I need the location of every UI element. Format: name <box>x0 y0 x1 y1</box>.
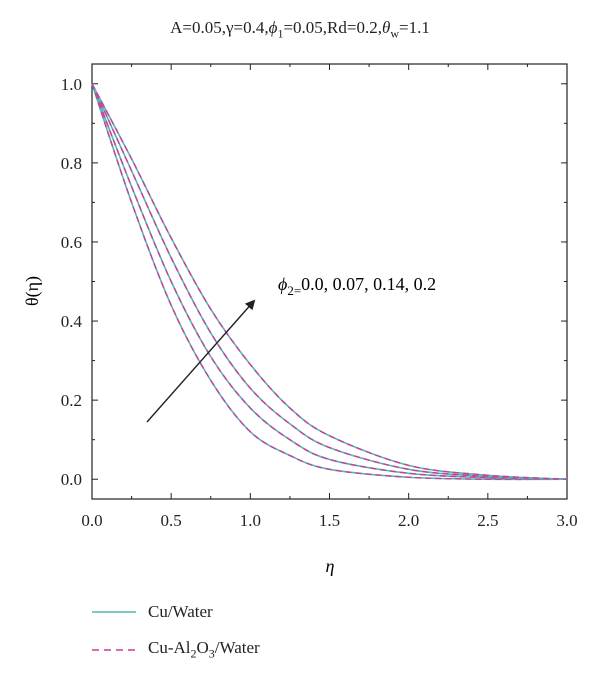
y-tick-label: 0.4 <box>61 312 83 331</box>
title-suffix: =1.1 <box>398 18 430 37</box>
phi2-annotation: ϕ2=0.0, 0.07, 0.14, 0.2 <box>278 274 436 298</box>
x-tick-label: 0.0 <box>81 511 102 530</box>
legend-o: O <box>196 638 209 658</box>
title-prefix: A=0.05,γ=0.4, <box>170 18 269 37</box>
title-middle: =0.05,Rd=0.2, <box>283 18 382 37</box>
annotation-part: 0.0, 0.07, 0.14, 0.2 <box>301 274 436 294</box>
y-tick-label: 1.0 <box>61 75 82 94</box>
x-tick-label: 1.5 <box>319 511 340 530</box>
x-tick-label: 3.0 <box>556 511 577 530</box>
legend-label-cu-water: Cu/Water <box>148 602 213 621</box>
y-axis-label: θ(η) <box>22 276 43 306</box>
annotation-part: ϕ <box>278 274 287 294</box>
trend-arrow <box>146 299 256 423</box>
legend-item-cu-al2o3-water: Cu-Al2O3/Water <box>92 636 260 664</box>
series-group <box>91 83 568 481</box>
arrow-line <box>146 299 256 423</box>
legend-swatch-solid <box>92 611 136 613</box>
legend-label-main: Cu-Al <box>148 638 191 658</box>
annotation-part: 2= <box>287 283 301 298</box>
title-phi-sub: 1 <box>277 26 284 41</box>
y-tick-label: 0.8 <box>61 154 82 173</box>
y-tick-label: 0.2 <box>61 391 82 410</box>
title-theta: θ <box>381 18 391 37</box>
legend-sub-2: 2 <box>190 646 197 661</box>
legend-water: /Water <box>214 638 260 658</box>
y-tick-label: 0.6 <box>61 233 82 252</box>
legend-sub-3: 3 <box>208 646 215 661</box>
y-tick-label: 0.0 <box>61 470 82 489</box>
series-line-dashed-1 <box>91 83 568 480</box>
series-line-dashed-3 <box>91 83 568 480</box>
legend-swatch-dashed <box>92 649 136 651</box>
x-tick-label: 2.5 <box>477 511 498 530</box>
legend: Cu/Water Cu-Al2O3/Water <box>92 598 260 674</box>
x-axis-label: η <box>326 556 335 576</box>
series-line-dashed-2 <box>91 83 568 480</box>
series-line-solid-0 <box>91 83 568 481</box>
chart-title: A=0.05,γ=0.4,ϕ1=0.05,Rd=0.2,θw=1.1 <box>0 18 600 41</box>
x-tick-label: 1.0 <box>240 511 261 530</box>
x-tick-label: 0.5 <box>161 511 182 530</box>
x-tick-label: 2.0 <box>398 511 419 530</box>
title-phi: ϕ <box>268 18 278 37</box>
legend-label-cu-al2o3-water: Cu-Al2O3/Water <box>148 638 260 661</box>
legend-item-cu-water: Cu/Water <box>92 598 260 626</box>
title-theta-sub: w <box>390 26 399 41</box>
axis-ticks: 0.0 0.5 1.0 1.5 2.0 2.5 3.0 0.0 0.2 0.4 0.6 0.8 1.0 <box>61 64 578 530</box>
